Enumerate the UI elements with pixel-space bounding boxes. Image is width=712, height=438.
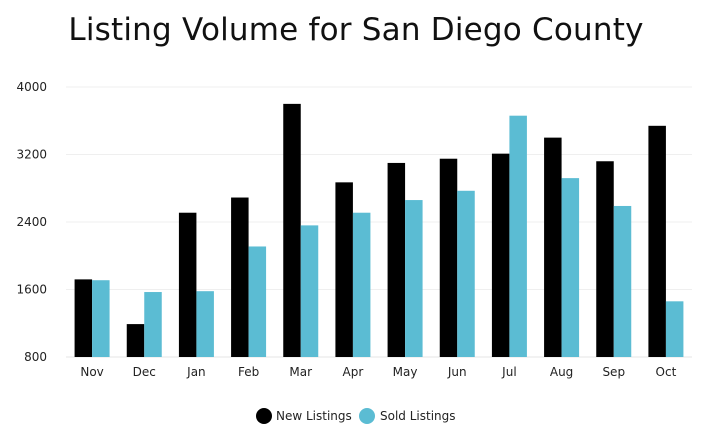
x-tick-label: Jul bbox=[501, 365, 516, 379]
bar-new-listings-may bbox=[387, 162, 406, 357]
legend-label: Sold Listings bbox=[380, 409, 456, 423]
y-tick-label: 4000 bbox=[16, 80, 47, 94]
x-tick-label: Nov bbox=[80, 365, 103, 379]
bar-sold-listings-nov bbox=[92, 280, 110, 357]
legend-marker bbox=[359, 408, 375, 424]
x-tick-label: Feb bbox=[238, 365, 259, 379]
x-tick-label: Apr bbox=[343, 365, 364, 379]
bar-new-listings-jul bbox=[491, 153, 510, 357]
x-tick-label: Aug bbox=[550, 365, 573, 379]
bar-new-listings-oct bbox=[648, 125, 666, 357]
y-tick-label: 800 bbox=[24, 350, 47, 364]
bar-new-listings-sep bbox=[596, 161, 614, 357]
x-tick-label: Sep bbox=[602, 365, 625, 379]
bar-new-listings-mar bbox=[283, 103, 301, 357]
x-tick-label: Dec bbox=[133, 365, 156, 379]
x-tick-label: Jan bbox=[186, 365, 206, 379]
bar-sold-listings-feb bbox=[248, 246, 267, 357]
bar-new-listings-dec bbox=[126, 324, 145, 357]
chart-title: Listing Volume for San Diego County bbox=[68, 12, 644, 48]
legend-label: New Listings bbox=[276, 409, 352, 423]
x-tick-label: Oct bbox=[656, 365, 677, 379]
bar-sold-listings-apr bbox=[352, 212, 371, 357]
y-tick-label: 1600 bbox=[16, 283, 47, 297]
bar-sold-listings-may bbox=[405, 200, 423, 357]
x-tick-label: Mar bbox=[289, 365, 312, 379]
x-tick-label: May bbox=[393, 365, 418, 379]
bar-sold-listings-dec bbox=[144, 292, 162, 357]
bar-new-listings-aug bbox=[544, 137, 562, 357]
bar-sold-listings-jun bbox=[457, 190, 475, 357]
bar-new-listings-nov bbox=[74, 279, 93, 357]
bar-sold-listings-jan bbox=[196, 291, 214, 357]
bar-sold-listings-oct bbox=[665, 301, 684, 357]
y-tick-label: 3200 bbox=[16, 148, 47, 162]
bar-new-listings-jun bbox=[439, 158, 458, 357]
y-tick-label: 2400 bbox=[16, 215, 47, 229]
bar-sold-listings-mar bbox=[300, 225, 319, 357]
x-tick-label: Jun bbox=[447, 365, 467, 379]
bar-new-listings-feb bbox=[231, 197, 249, 357]
bar-new-listings-apr bbox=[335, 182, 353, 357]
bar-sold-listings-sep bbox=[613, 205, 632, 357]
bar-sold-listings-aug bbox=[561, 178, 580, 357]
bar-sold-listings-jul bbox=[509, 115, 527, 357]
bar-new-listings-jan bbox=[178, 212, 197, 357]
legend-marker bbox=[256, 408, 272, 424]
